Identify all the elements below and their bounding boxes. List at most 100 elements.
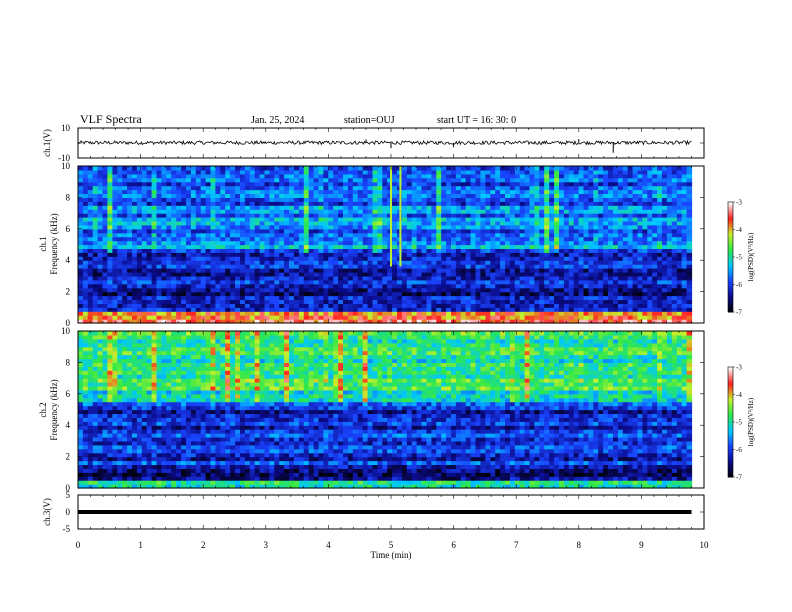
spectrogram-cell [603,166,609,171]
spectrogram-cell [107,205,113,210]
spectrogram-cell [136,201,143,206]
spectrogram-cell [166,169,172,175]
spectrogram-cell [289,189,295,195]
spectrogram-cell [141,260,148,265]
spectrogram-cell [161,201,167,206]
spectrogram-cell [642,279,648,285]
spectrogram-cell [244,236,251,242]
spectrogram-cell [279,177,285,183]
spectrogram-cell [568,315,575,320]
spectrogram-cell [475,166,482,171]
spectrogram-cell [426,248,433,253]
spectrogram-cell [308,260,315,265]
spectrogram-cell [195,307,202,312]
spectrogram-cell [593,315,599,320]
spectrogram-cell [146,185,153,191]
spectrogram-cell [269,252,275,257]
spectrogram-cell [259,240,266,246]
spectrogram-cell [588,240,594,246]
spectrogram-cell [186,248,192,253]
spectrogram-cell [671,315,678,320]
spectrogram-cell [662,232,668,238]
spectrogram-cell [465,307,472,312]
spectrogram-cell [598,181,604,187]
spectrogram-cell [132,209,138,214]
spectrogram-cell [470,299,477,305]
spectrogram-cell [225,205,231,210]
spectrogram-cell [240,244,246,250]
spectrogram-cell [82,181,89,187]
spectrogram-cell [112,197,118,202]
spectrogram-cell [181,189,187,195]
spectrogram-cell [411,275,418,281]
spectrogram-cell [573,256,580,261]
spectrogram-cell [235,201,241,206]
spectrogram-cell [289,177,295,183]
spectrogram-cell [274,181,280,187]
spectrogram-cell [338,295,344,301]
spectrogram-cell [132,197,138,202]
spectrogram-cell [460,193,467,199]
spectrogram-cell [166,279,172,285]
spectrogram-cell [514,244,521,250]
spectrogram-cell [662,201,668,206]
spectrogram-cell [627,166,634,171]
spectrogram-cell [298,232,305,238]
spectrogram-cell [186,173,192,179]
spectrogram-cell [293,213,300,218]
spectrogram-cell [181,256,187,261]
spectrogram-cell [500,315,506,320]
spectrogram-cell [161,236,167,242]
spectrogram-cell [500,319,506,324]
spectrogram-cell [387,193,393,199]
spectrogram-cell [460,256,467,261]
spectrogram-cell [313,177,320,183]
spectrogram-cell [190,193,197,199]
spectrogram-cell [647,197,653,202]
spectrogram-cell [436,248,442,253]
spectrogram-cell [117,248,123,253]
spectrogram-cell [186,201,192,206]
spectrogram-cell [544,275,550,281]
spectrogram-cell [622,189,629,195]
spectrogram-cell [205,283,212,289]
spectrogram-cell [524,275,531,281]
spectrogram-cell [392,272,398,277]
spectrogram-cell [500,252,506,257]
spectrogram-cell [352,220,359,226]
spectrogram-cell [220,201,226,206]
spectrogram-cell [554,319,560,324]
spectrogram-cell [347,272,354,277]
spectrogram-cell [593,181,599,187]
spectrogram-cell [372,244,379,250]
spectrogram-cell [544,232,550,238]
spectrogram-cell [102,264,109,269]
spectrogram-cell [637,311,644,316]
spectrogram-cell [406,268,413,273]
spectrogram-cell [293,283,300,289]
spectrogram-cell [303,197,310,202]
spectrogram-cell [215,197,221,202]
spectrogram-cell [666,299,673,305]
spectrogram-cell [666,236,673,242]
spectrogram-cell [470,295,477,301]
spectrogram-cell [598,275,604,281]
spectrogram-cell [573,295,580,301]
spectrogram-cell [136,193,143,199]
spectrogram-cell [293,252,300,257]
spectrogram-cell [269,236,275,242]
spectrogram-cell [279,283,285,289]
spectrogram-cell [117,244,123,250]
spectrogram-cell [347,201,354,206]
spectrogram-cell [632,256,639,261]
spectrogram-cell [308,264,315,269]
spectrogram-cell [195,279,202,285]
spectrogram-cell [603,185,609,191]
spectrogram-cell [82,228,89,234]
spectrogram-cell [382,224,388,230]
spectrogram-cell [465,248,472,253]
spectrogram-cell [78,177,84,183]
spectrogram-cell [102,244,109,250]
spectrogram-cell [534,295,540,301]
spectrogram-cell [200,213,207,218]
